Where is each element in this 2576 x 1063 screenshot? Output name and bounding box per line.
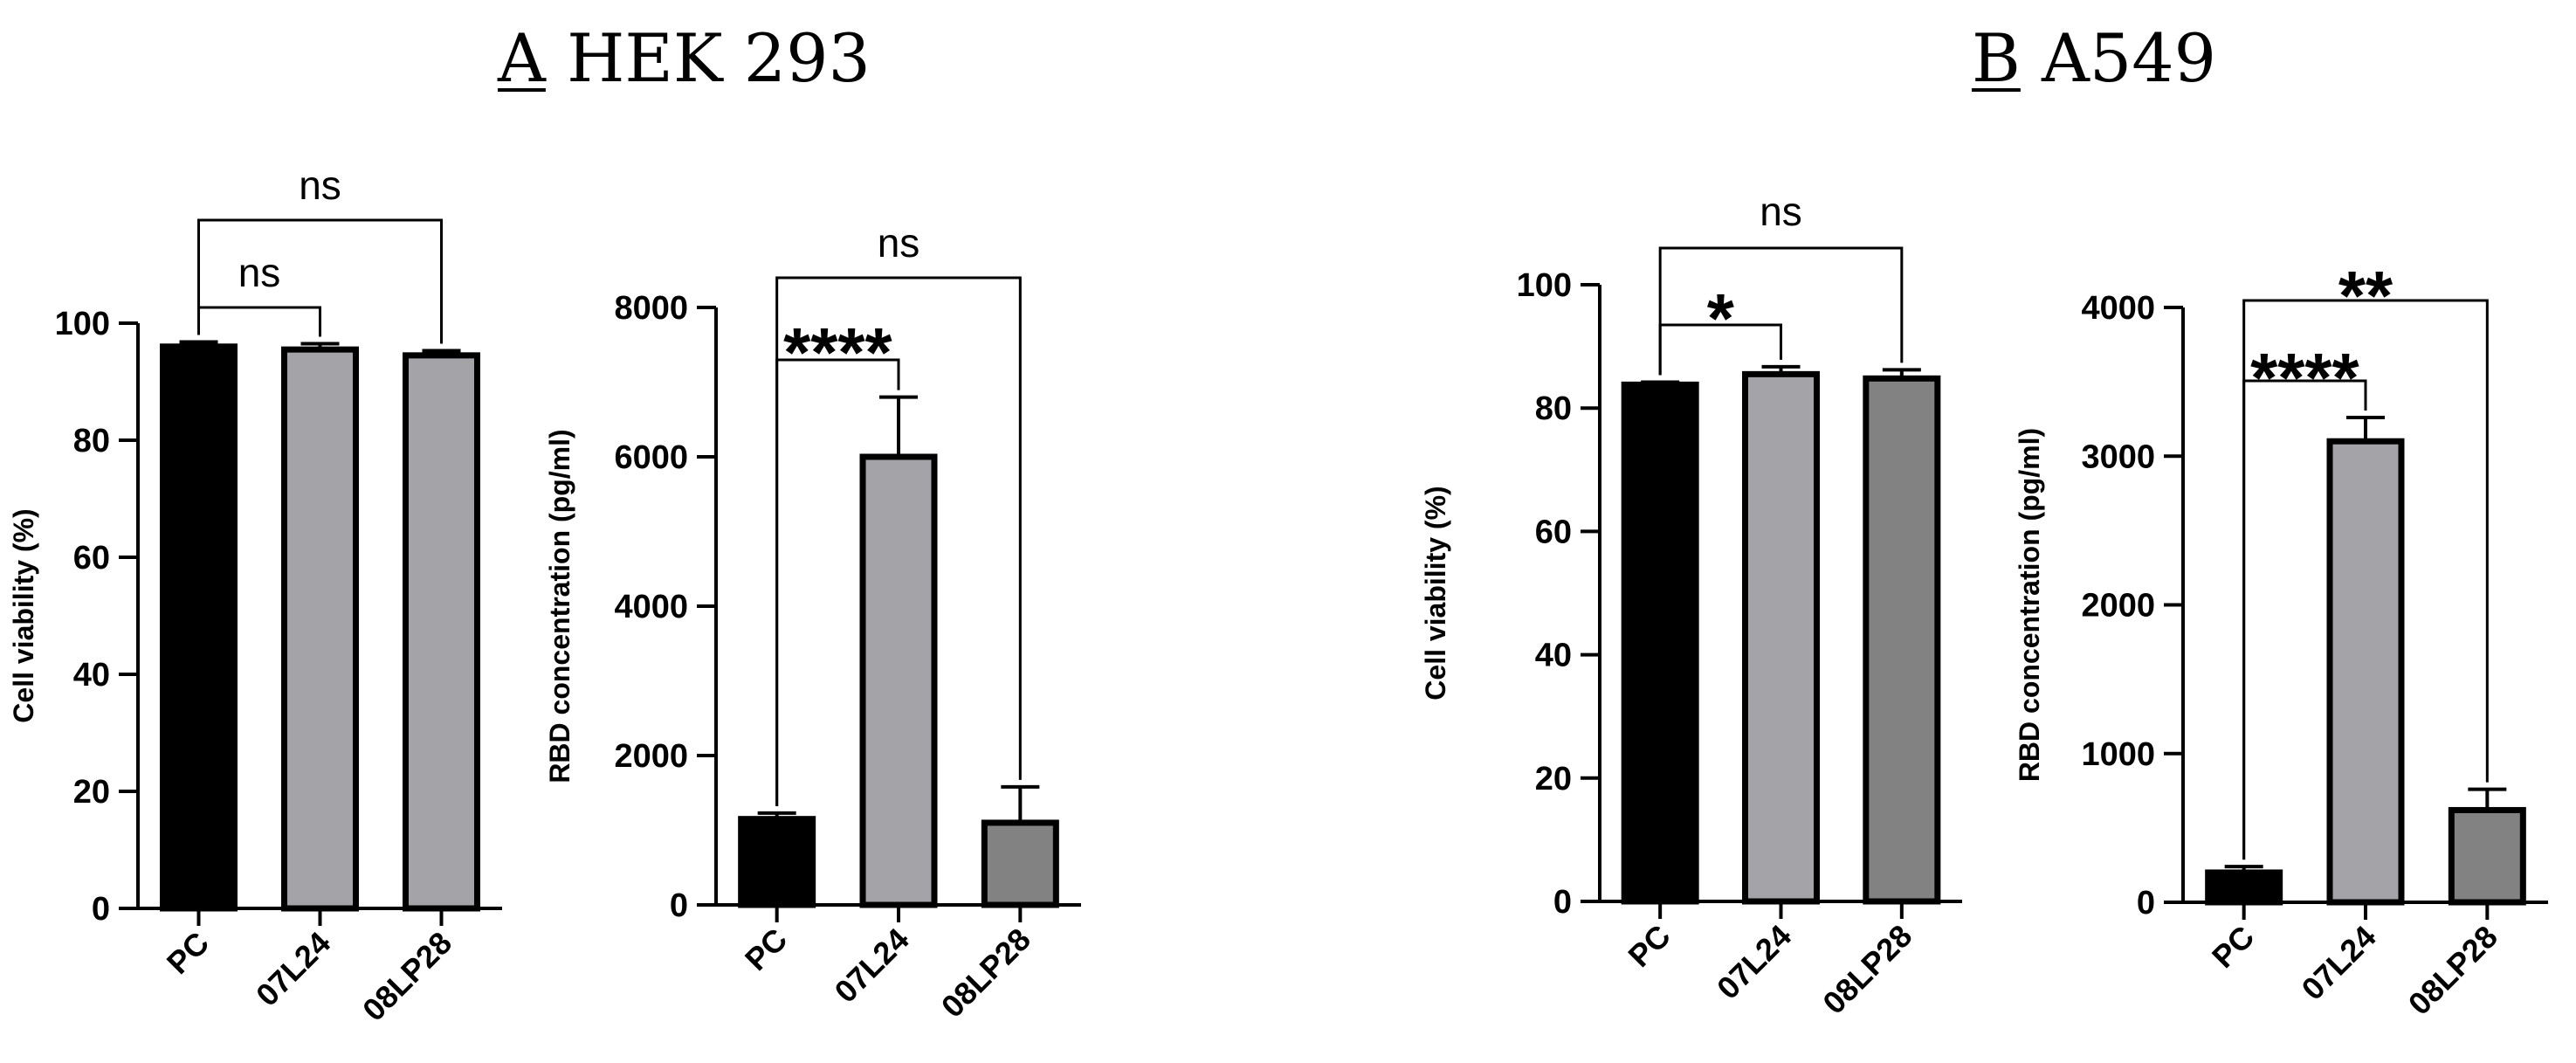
panel-b-letter: B — [1972, 19, 2021, 97]
y-tick-label: 4000 — [2081, 290, 2155, 327]
significance-bracket — [197, 218, 443, 344]
y-tick-label: 1000 — [2081, 736, 2155, 773]
bar-PC — [1621, 381, 1699, 905]
y-tick-label: 0 — [670, 887, 688, 924]
bar-08LP28 — [403, 352, 480, 912]
chart-A-viability: 0 20 40 60 80 100 Cell viability (%) PC 07L24 08L… — [8, 162, 502, 1028]
bar-08LP28 — [981, 819, 1059, 908]
y-tick-label: 100 — [55, 306, 110, 342]
significance-bracket — [775, 276, 1022, 806]
bar-PC — [160, 343, 238, 912]
x-category-label: 08LP28 — [2401, 919, 2504, 1022]
y-tick-label: 60 — [1535, 514, 1572, 550]
y-axis-label: Cell viability (%) — [8, 508, 39, 722]
y-tick-label: 0 — [92, 891, 110, 928]
significance-bracket — [1658, 246, 1904, 376]
x-category-label: 07L24 — [249, 925, 337, 1013]
x-category-label: PC — [738, 921, 794, 977]
x-category-label: 08LP28 — [1815, 918, 1918, 1021]
y-tick-label: 0 — [2137, 885, 2155, 921]
y-tick-label: 40 — [73, 657, 110, 694]
y-tick-label: 60 — [73, 540, 110, 576]
significance-label: ns — [1760, 189, 1802, 234]
y-tick-label: 80 — [1535, 390, 1572, 427]
panel-a-letter: A — [498, 19, 546, 97]
y-tick-label: 8000 — [614, 290, 688, 327]
y-tick-label: 2000 — [614, 738, 688, 775]
significance-label: ** — [2338, 257, 2393, 335]
y-tick-label: 80 — [73, 423, 110, 459]
panel-b-title: B A549 — [1972, 19, 2216, 97]
panel-a-cell-line: HEK 293 — [567, 19, 871, 97]
x-category-label: PC — [2205, 919, 2261, 975]
y-tick-label: 2000 — [2081, 588, 2155, 625]
y-tick-label: 0 — [1553, 884, 1572, 921]
significance-bracket — [197, 306, 321, 337]
chart-A-rbd: 0 2000 4000 6000 8000 RBD concentration (pg/m… — [544, 220, 1081, 1025]
bar-08LP28 — [1863, 375, 1941, 905]
y-tick-label: 4000 — [614, 589, 688, 625]
significance-label: * — [1707, 280, 1735, 357]
bar-07L24 — [281, 346, 359, 912]
bar-07L24 — [859, 453, 938, 908]
y-tick-label: 100 — [1517, 267, 1572, 304]
y-tick-label: 3000 — [2081, 438, 2155, 475]
panel-a-title: A HEK 293 — [498, 19, 871, 97]
y-tick-label: 6000 — [614, 439, 688, 476]
bar-08LP28 — [2448, 806, 2526, 906]
bar-07L24 — [2326, 438, 2405, 906]
y-axis-label: RBD concentration (pg/ml) — [544, 429, 575, 783]
x-category-label: 08LP28 — [934, 921, 1037, 1025]
y-tick-label: 20 — [73, 774, 110, 811]
bar-PC — [738, 816, 816, 908]
y-axis-label: RBD concentration (pg/ml) — [2014, 428, 2045, 782]
x-category-label: 07L24 — [827, 921, 915, 1010]
panel-b-cell-line: A549 — [2042, 19, 2216, 97]
significance-label: ns — [238, 250, 281, 295]
chart-B-viability: 0 20 40 60 80 100 Cell viability (%) PC 07L24 08L… — [1420, 189, 1962, 1021]
y-tick-label: 20 — [1535, 761, 1572, 797]
chart-B-rbd: 0 1000 2000 3000 4000 RBD concentration (pg/m… — [2014, 257, 2548, 1022]
significance-label: ns — [299, 162, 341, 208]
x-category-label: 07L24 — [2294, 919, 2382, 1007]
significance-label: **** — [783, 314, 892, 391]
x-category-label: PC — [1621, 918, 1677, 974]
x-category-label: PC — [160, 925, 216, 981]
significance-label: **** — [2250, 339, 2359, 417]
bar-07L24 — [1742, 370, 1820, 905]
x-category-label: 08LP28 — [355, 925, 458, 1028]
significance-bracket — [2242, 299, 2489, 860]
y-axis-label: Cell viability (%) — [1420, 486, 1451, 700]
x-category-label: 07L24 — [1710, 918, 1798, 1006]
bar-PC — [2205, 869, 2283, 906]
significance-label: ns — [878, 220, 920, 266]
y-tick-label: 40 — [1535, 638, 1572, 674]
